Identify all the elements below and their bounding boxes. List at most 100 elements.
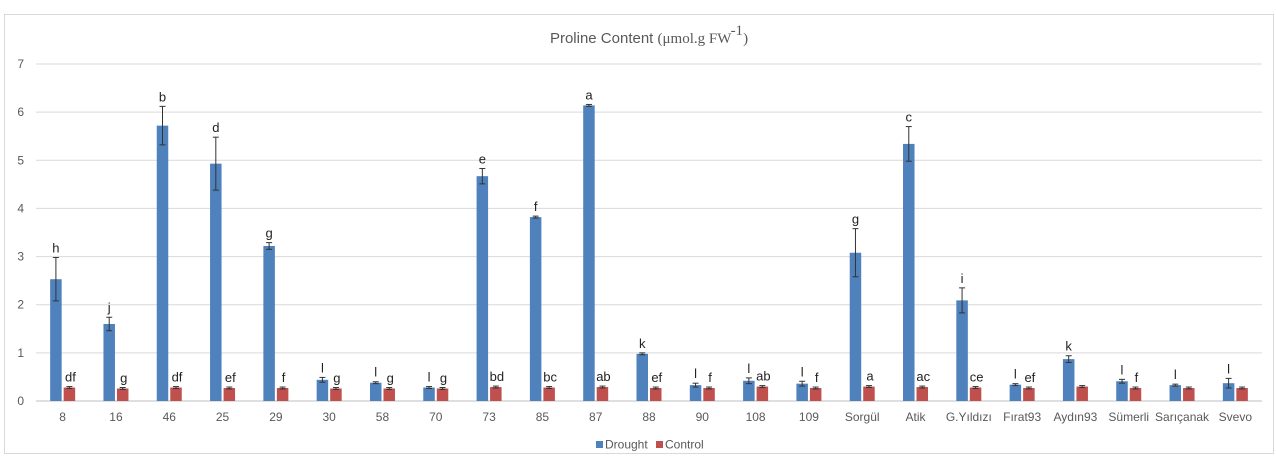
chart-title-text: Proline Content	[550, 30, 658, 47]
significance-label: d	[212, 120, 219, 135]
x-tick-label: 16	[109, 410, 123, 424]
x-tick-label: Fırat93	[1003, 410, 1041, 424]
significance-label: k	[639, 336, 646, 351]
bar-control	[650, 388, 662, 401]
x-tick-label: Sümerli	[1108, 410, 1149, 424]
bar-drought	[1062, 359, 1075, 401]
bar-control	[1183, 388, 1195, 401]
legend-label-drought: Drought	[605, 438, 648, 452]
bar-drought	[956, 300, 968, 401]
significance-label: g	[333, 371, 340, 386]
x-tick-label: Sarıçanak	[1155, 410, 1210, 424]
significance-label: a	[585, 87, 593, 102]
bar-drought	[423, 387, 435, 401]
y-tick-label: 1	[17, 346, 24, 360]
bar-control	[969, 387, 982, 401]
bar-drought	[529, 217, 542, 401]
bar-layer	[50, 103, 1248, 401]
bar-control	[63, 387, 76, 401]
bar-drought	[50, 279, 62, 401]
significance-label: l	[1174, 367, 1177, 382]
x-tick-label: Atik	[906, 410, 927, 424]
bar-drought	[743, 380, 755, 401]
significance-label: c	[906, 110, 913, 125]
chart-title-unit-close: )	[743, 31, 748, 47]
x-tick-label: Svevo	[1219, 410, 1253, 424]
significance-label: l	[1121, 362, 1124, 377]
significance-label: l	[694, 366, 697, 381]
x-tick-label: 90	[696, 410, 710, 424]
legend: Drought Control	[596, 438, 704, 452]
bar-control	[276, 388, 289, 401]
significance-label: ef	[651, 370, 662, 385]
bar-control	[1129, 388, 1142, 401]
significance-label: f	[282, 370, 286, 385]
bar-drought	[583, 105, 595, 401]
significance-label: g	[387, 371, 394, 386]
bar-control	[1236, 388, 1248, 401]
significance-label: ab	[596, 369, 610, 384]
y-tick-label: 3	[17, 250, 24, 264]
x-tick-label: 46	[163, 410, 177, 424]
significance-label: df	[65, 370, 76, 385]
x-tick-label: 108	[746, 410, 766, 424]
bar-drought	[369, 382, 382, 401]
bar-control	[543, 387, 555, 401]
bar-control	[1023, 388, 1035, 401]
bar-drought	[1009, 384, 1022, 401]
significance-label: ef	[225, 370, 236, 385]
y-tick-label: 4	[17, 201, 24, 215]
chart-title: Proline Content (μmol.g FW-1)	[550, 23, 748, 47]
grid-layer	[36, 63, 1262, 402]
significance-label: df	[172, 370, 183, 385]
bar-control	[330, 388, 342, 401]
bar-control	[223, 388, 236, 401]
y-tick-label: 5	[17, 153, 24, 167]
bar-drought	[1116, 381, 1128, 401]
bar-drought	[476, 176, 489, 401]
bar-control	[116, 388, 129, 401]
bar-drought	[316, 379, 329, 401]
bar-control	[916, 387, 929, 401]
significance-label: g	[120, 371, 127, 386]
bar-control	[1076, 386, 1088, 401]
significance-label: l	[747, 361, 750, 376]
x-tick-label: 109	[799, 410, 819, 424]
bar-drought	[156, 125, 169, 401]
significance-label: a	[866, 369, 874, 384]
y-tick-label: 7	[17, 57, 24, 71]
significance-label: f	[1135, 370, 1139, 385]
significance-label: l	[801, 364, 804, 379]
x-tick-label: 58	[376, 410, 390, 424]
x-tick-label: G.Yıldızı	[946, 410, 992, 424]
significance-label: l	[1227, 361, 1230, 376]
significance-label: e	[479, 151, 486, 166]
x-tick-label: 88	[642, 410, 656, 424]
x-tick-label: 29	[269, 410, 283, 424]
legend-swatch-drought	[596, 441, 603, 448]
significance-label: bd	[490, 369, 504, 384]
significance-label: ce	[970, 370, 984, 385]
bar-drought	[103, 323, 115, 401]
bar-drought	[1169, 385, 1182, 401]
bar-control	[703, 388, 715, 401]
legend-swatch-control	[656, 441, 663, 448]
significance-label: h	[52, 241, 59, 256]
significance-label: bc	[543, 370, 557, 385]
significance-label: g	[440, 371, 447, 386]
chart-title-unit: (μmol.g FW	[658, 31, 733, 47]
significance-label: ef	[1024, 370, 1035, 385]
y-tick-label: 6	[17, 105, 24, 119]
significance-label: g	[266, 226, 273, 241]
bar-drought	[210, 163, 222, 401]
x-tick-label: 30	[322, 410, 336, 424]
bar-drought	[636, 353, 648, 401]
bar-control	[436, 388, 449, 401]
x-tick-label: 73	[482, 410, 496, 424]
bar-control	[756, 386, 769, 401]
bar-drought	[689, 385, 702, 401]
significance-label: l	[374, 365, 377, 380]
bar-control	[383, 388, 395, 401]
bar-drought	[1222, 383, 1235, 401]
